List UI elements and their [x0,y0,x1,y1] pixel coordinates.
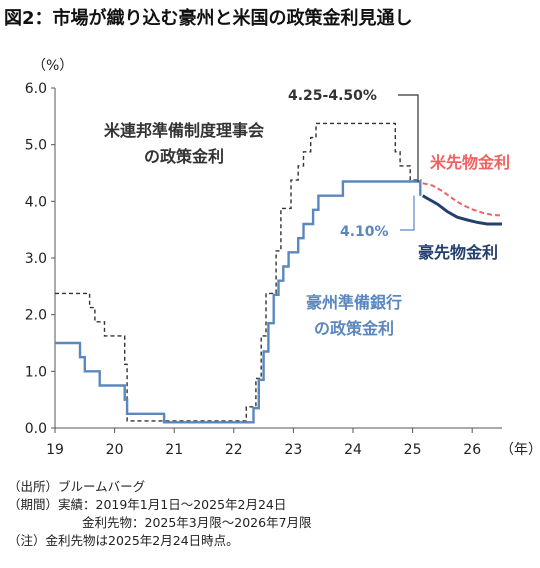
y-tick-label: 4.0 [25,194,47,210]
axes: 0.0 1.0 2.0 3.0 4.0 5.0 6.0 19 20 21 22 23 24 25 26 （%）… [25,58,540,458]
y-tick-label: 2.0 [25,308,47,324]
series-layer [55,122,503,424]
y-tick-label: 6.0 [25,81,47,97]
rba-series-label-line1: 豪州準備銀行 [306,293,402,312]
x-tick-label: 23 [284,442,302,458]
x-unit-label: （年） [500,442,540,458]
timing-note: （注）金利先物は2025年2月24日時点。 [8,533,239,548]
us-futures-label: 米先物金利 [430,153,510,172]
fed-rate-line [55,122,422,422]
rba-value-leader [400,195,415,231]
rba-rate-line [55,180,422,424]
au-futures-label: 豪先物金利 [418,243,498,262]
x-tick-label: 25 [404,442,422,458]
us-futures-line [422,182,503,217]
futures-period-note: 金利先物：2025年3月限～2026年7月限 [82,515,312,530]
chart-title: 図2：市場が織り込む豪州と米国の政策金利見通し [4,8,413,29]
source-note: （出所）ブルームバーグ [8,479,146,494]
fed-series-label-line2: の政策金利 [144,147,224,166]
fed-range-annotation: 4.25-4.50% [288,88,377,104]
y-unit-label: （%） [32,58,73,74]
y-tick-label: 0.0 [25,421,47,437]
au-futures-line [421,194,502,226]
rba-value-annotation: 4.10% [340,224,389,240]
x-tick-label: 26 [463,442,481,458]
rba-series-label-line2: の政策金利 [314,319,394,338]
fed-range-leader [398,94,419,183]
x-tick-label: 24 [344,442,362,458]
y-tick-label: 3.0 [25,251,47,267]
period-note: （期間）実績：2019年1月1日～2025年2月24日 [8,497,287,512]
x-tick-label: 19 [46,442,64,458]
x-tick-label: 20 [106,442,124,458]
x-tick-label: 21 [165,442,183,458]
footnotes: （出所）ブルームバーグ （期間）実績：2019年1月1日～2025年2月24日 … [8,478,312,550]
fed-series-label-line1: 米連邦準備制度理事会 [104,121,264,140]
y-tick-label: 5.0 [25,138,47,154]
labels-layer: 4.25-4.50%4.10%米連邦準備制度理事会の政策金利豪州準備銀行の政策金… [104,88,510,338]
y-tick-label: 1.0 [25,364,47,380]
x-tick-label: 22 [225,442,243,458]
